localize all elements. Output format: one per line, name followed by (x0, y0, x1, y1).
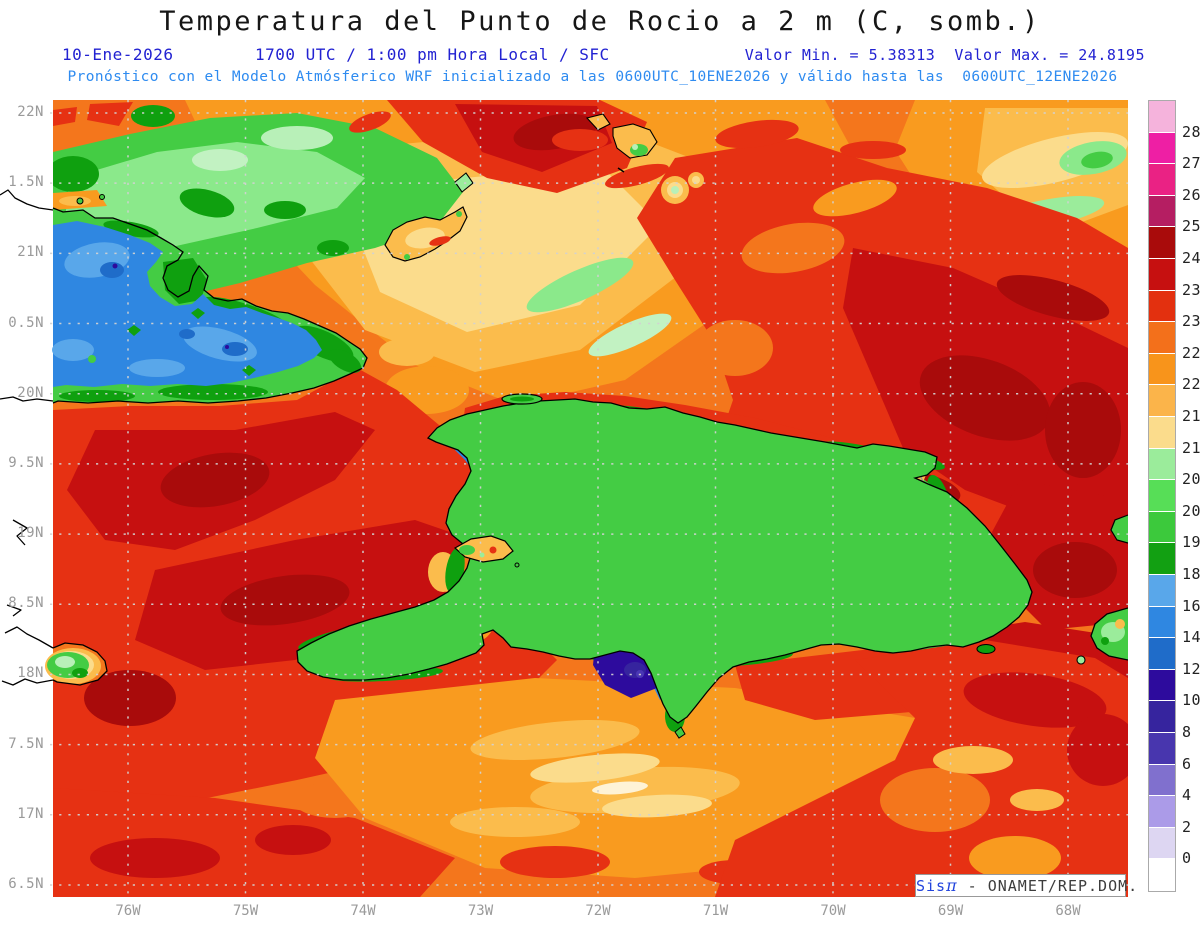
colorbar-tick-label: 20.5 (1182, 470, 1200, 489)
watermark-credit: Sisπ - ONAMET/REP.DOM. (915, 874, 1137, 897)
lat-tick-label: 1.5N (8, 174, 44, 191)
colorbar-block (1149, 764, 1175, 796)
colorbar-tick-label: 26 (1182, 185, 1200, 204)
watermark-text: - ONAMET/REP.DOM. (957, 877, 1139, 895)
colorbar-block (1149, 701, 1175, 732)
colorbar-tick-label: 8 (1182, 723, 1192, 741)
watermark-brand: Sis (916, 877, 947, 895)
lon-tick-label: 74W (350, 903, 376, 919)
colorbar-tick-label: 0 (1182, 849, 1192, 868)
lat-tick-label: 17N (17, 805, 44, 822)
colorbar-block (1149, 259, 1175, 290)
lon-tick-label: 71W (702, 903, 729, 919)
lon-tick-label: 73W (467, 903, 494, 919)
colorbar-block (1149, 480, 1175, 511)
colorbar-tick-label: 27 (1182, 154, 1200, 173)
forecast-date: 10-Ene-2026 (62, 45, 174, 64)
field-min-max-values: Valor Min. = 5.38313 Valor Max. = 24.819… (744, 46, 1145, 64)
colorbar-tick-label: 4 (1182, 786, 1192, 805)
lon-tick-label: 68W (1055, 903, 1081, 919)
colorbar-tick-label: 21 (1182, 438, 1200, 457)
colorbar-block (1149, 322, 1175, 353)
colorbar-block (1149, 606, 1175, 638)
map-left-margin-mask (0, 100, 53, 897)
model-initialization-line: Pronóstico con el Modelo Atmósferico WRF… (67, 69, 1118, 85)
lon-tick-label: 69W (937, 903, 964, 919)
colorbar-block (1149, 638, 1175, 669)
colorbar-block (1149, 132, 1175, 164)
colorbar-tick-label: 18 (1182, 565, 1200, 583)
colorbar-tick-label: 12 (1182, 659, 1200, 678)
lon-tick-label: 75W (232, 903, 259, 919)
colorbar-block (1149, 827, 1175, 859)
colorbar-block (1149, 796, 1175, 827)
coastline-tails (0, 189, 54, 686)
grid-layer (50, 100, 1128, 897)
colorbar-block (1149, 511, 1175, 543)
colorbar-tick-label: 22 (1182, 375, 1200, 394)
colorbar-tick-label: 24.5 (1182, 249, 1200, 267)
lat-tick-label: 6.5N (8, 875, 44, 892)
map-area (0, 100, 1128, 897)
colorbar-tick-label: 28 (1182, 122, 1200, 141)
lat-tick-label: 7.5N (8, 735, 44, 752)
colorbar-block (1149, 575, 1175, 606)
colorbar-block (1149, 101, 1175, 132)
colorbar-block (1149, 353, 1175, 385)
colorbar-block (1149, 417, 1175, 448)
forecast-valid-time: 1700 UTC / 1:00 pm Hora Local / SFC (255, 45, 610, 64)
colorbar-block (1149, 164, 1175, 195)
colorbar-block (1149, 448, 1175, 480)
colorbar-tick-label: 22.5 (1182, 343, 1200, 362)
weather-map-canvas (0, 100, 1128, 897)
lon-tick-label: 76W (115, 903, 141, 919)
lat-tick-label: 20N (17, 384, 44, 401)
colorbar-tick-label: 19 (1182, 533, 1200, 552)
colorbar-block (1149, 733, 1175, 764)
colorbar-tick-label: 16 (1182, 596, 1200, 615)
small-islands (384, 113, 1128, 739)
lat-tick-label: 9.5N (8, 454, 44, 471)
colorbar-block (1149, 195, 1175, 227)
colorbar-block (1149, 543, 1175, 574)
colorbar-tick-label: 20 (1182, 501, 1200, 520)
colorbar-tick-label: 23.5 (1182, 280, 1200, 299)
colorbar-tick-label: 21.5 (1182, 407, 1200, 425)
colorbar-block (1149, 290, 1175, 322)
lon-tick-label: 70W (820, 903, 846, 919)
colorbar-tick-label: 6 (1182, 754, 1192, 773)
colorbar-block (1149, 227, 1175, 258)
lat-tick-label: 8.5N (8, 595, 44, 612)
colorbar-tick-label: 23 (1182, 312, 1200, 331)
lon-tick-label: 72W (585, 903, 611, 919)
colorbar-block (1149, 669, 1175, 701)
lat-tick-label: 18N (17, 665, 44, 682)
colorbar-block (1149, 385, 1175, 416)
temperature-colorbar (1148, 100, 1176, 892)
colorbar-block (1149, 859, 1175, 890)
lat-tick-label: 22N (17, 104, 44, 120)
lat-tick-label: 21N (17, 244, 44, 261)
watermark-pi-symbol: π (946, 876, 958, 895)
map-title: Temperatura del Punto de Rocio a 2 m (C,… (159, 6, 1041, 37)
lat-tick-label: 19N (17, 525, 44, 542)
colorbar-tick-label: 2 (1182, 817, 1192, 836)
colorbar-tick-label: 14 (1182, 628, 1200, 647)
colorbar-tick-label: 25 (1182, 217, 1200, 236)
cuba-island (52, 194, 368, 404)
jamaica-island (45, 642, 108, 686)
colorbar-tick-label: 10 (1182, 691, 1200, 710)
lat-tick-label: 0.5N (8, 314, 44, 331)
